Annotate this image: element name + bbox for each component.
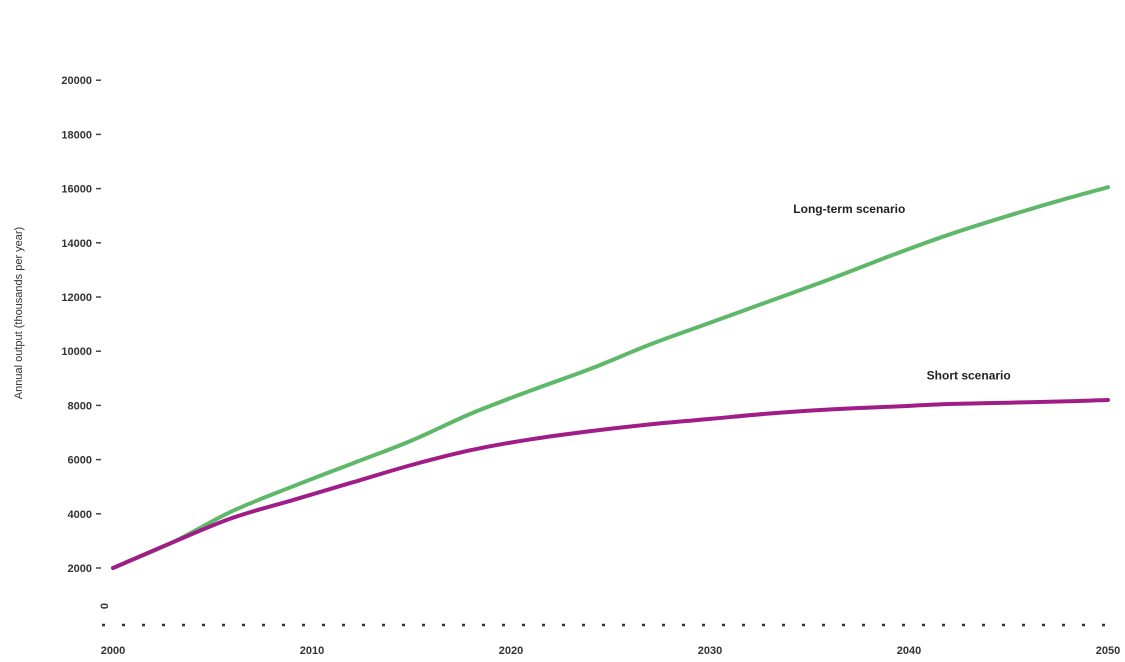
series-label: Short scenario [927,369,1011,383]
y-tick-label: 2000 [68,563,92,575]
y-tick-label: 16000 [61,184,92,196]
series-layer [111,185,1110,570]
y-axis-title: Annual output (thousands per year) [13,227,25,399]
x-tick-label: 2020 [499,645,523,657]
annotation-layer: Long-term scenario Short scenario [793,202,1010,383]
y-tick-label: 6000 [68,455,92,467]
y-tick-label: 4000 [68,509,92,521]
series-label: Long-term scenario [793,202,905,216]
y-tick-label: 14000 [61,238,92,250]
x-tick-label: 2000 [101,645,125,657]
x-tick-label: 2030 [698,645,722,657]
y-tick-label: 18000 [61,129,92,141]
series-line-long-term [111,185,1110,570]
x-tick-label: 2010 [300,645,324,657]
y-axis: 2000 4000 6000 8000 10000 12000 14000 16000 1800… [61,75,111,609]
y-tick-label: 20000 [61,75,92,87]
x-tick-label: 2050 [1096,645,1120,657]
y-tick-label: 8000 [68,400,92,412]
y-tick-label: 12000 [61,292,92,304]
y-tick-label: 10000 [61,346,92,358]
y-zero-label: 0 [99,603,111,609]
x-tick-label: 2040 [897,645,921,657]
x-axis: 2000 2010 2020 2030 2040 2050 [101,623,1120,657]
series-line-short [111,398,1110,570]
